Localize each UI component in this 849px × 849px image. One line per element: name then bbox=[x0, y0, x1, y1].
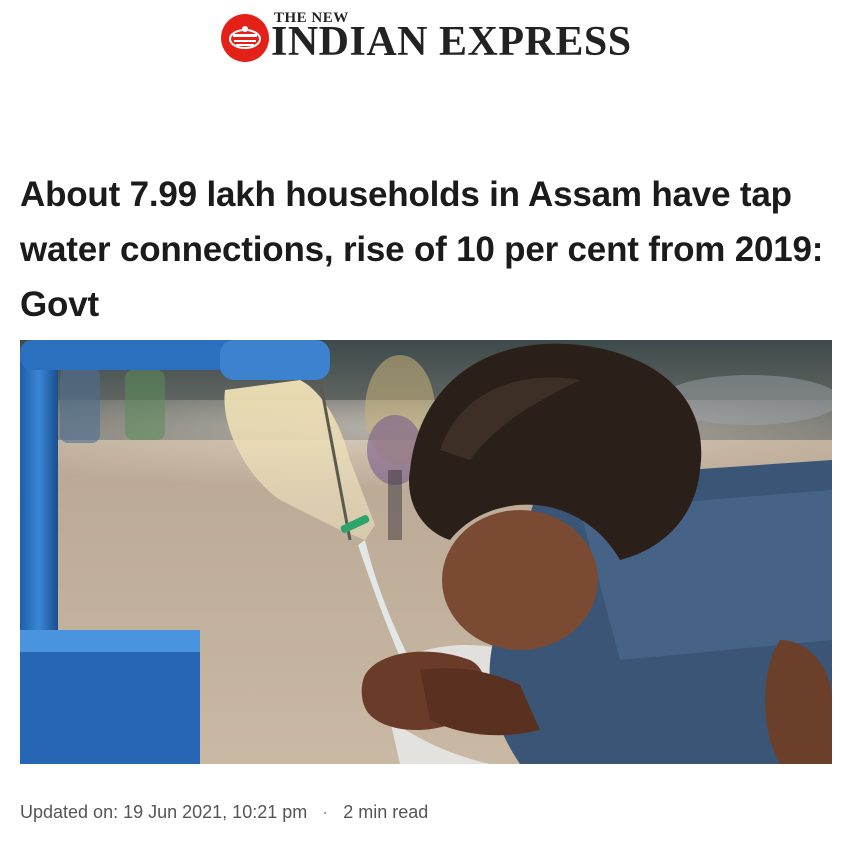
logo-the-new: THE NEW bbox=[274, 10, 349, 26]
updated-label: Updated on: bbox=[20, 802, 119, 822]
site-logo[interactable]: THE NEW INDIAN EXPRESS bbox=[218, 8, 638, 70]
article-headline: About 7.99 lakh households in Assam have… bbox=[20, 175, 824, 324]
logo-emblem-icon bbox=[221, 14, 269, 62]
hero-photo bbox=[20, 340, 832, 764]
logo-indian-express: INDIAN EXPRESS bbox=[271, 19, 632, 65]
masthead: THE NEW INDIAN EXPRESS bbox=[0, 0, 849, 76]
meta-separator: · bbox=[322, 802, 329, 822]
article-hero-image[interactable] bbox=[20, 340, 832, 764]
read-time: 2 min read bbox=[343, 802, 429, 822]
article-meta: Updated on: 19 Jun 2021, 10:21 pm · 2 mi… bbox=[20, 802, 428, 823]
updated-date: 19 Jun 2021, 10:21 pm bbox=[123, 802, 308, 822]
